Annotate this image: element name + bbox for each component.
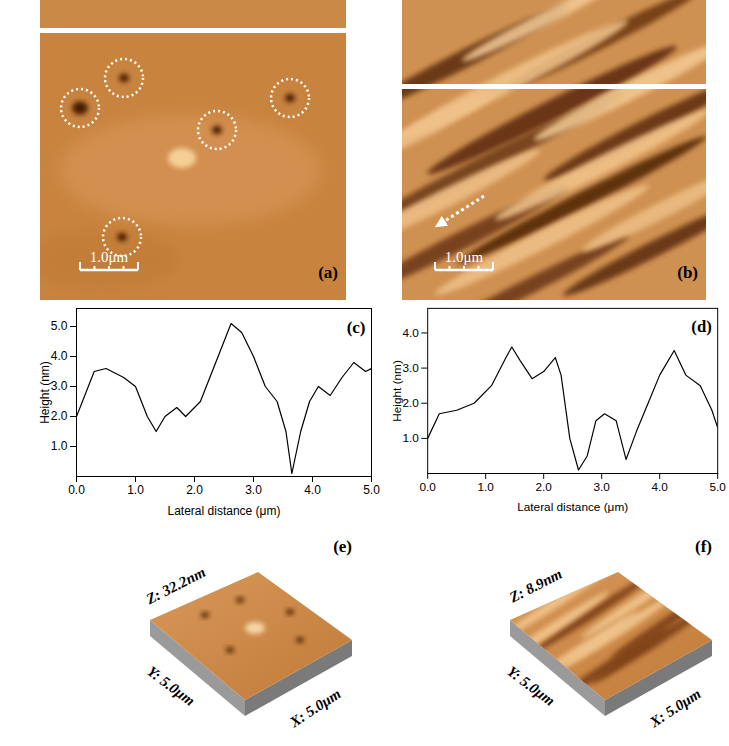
- svg-text:1.0: 1.0: [127, 483, 144, 497]
- svg-text:1.0μm: 1.0μm: [90, 249, 129, 265]
- svg-text:3.0: 3.0: [245, 483, 262, 497]
- svg-text:1.0μm: 1.0μm: [445, 249, 484, 265]
- svg-text:(d): (d): [691, 317, 711, 336]
- svg-text:X: 5.0μm: X: 5.0μm: [286, 685, 344, 730]
- svg-text:Z: 8.9nm: Z: 8.9nm: [506, 565, 565, 606]
- svg-text:4.0: 4.0: [402, 326, 419, 339]
- svg-text:(f): (f): [695, 537, 712, 556]
- svg-text:Height (nm): Height (nm): [38, 361, 52, 424]
- svg-text:0.0: 0.0: [68, 483, 85, 497]
- svg-text:Y: 5.0μm: Y: 5.0μm: [144, 663, 198, 709]
- svg-text:4.0: 4.0: [651, 480, 668, 493]
- svg-text:1.0: 1.0: [477, 480, 494, 493]
- svg-text:2.0: 2.0: [51, 409, 68, 423]
- svg-text:1.0: 1.0: [51, 439, 68, 453]
- svg-text:Z: 32.2nm: Z: 32.2nm: [143, 564, 208, 608]
- svg-text:Lateral distance (μm): Lateral distance (μm): [517, 500, 628, 513]
- svg-text:Lateral distance (μm): Lateral distance (μm): [168, 504, 281, 518]
- svg-text:5.0: 5.0: [51, 319, 68, 333]
- svg-text:2.0: 2.0: [402, 396, 419, 409]
- svg-text:2.0: 2.0: [186, 483, 203, 497]
- svg-text:(e): (e): [333, 537, 352, 556]
- svg-text:3.0: 3.0: [51, 379, 68, 393]
- svg-text:5.0: 5.0: [709, 480, 726, 493]
- svg-text:4.0: 4.0: [51, 349, 68, 363]
- svg-text:(b): (b): [677, 263, 698, 282]
- svg-text:(a): (a): [318, 263, 338, 282]
- svg-text:4.0: 4.0: [304, 483, 321, 497]
- svg-text:1.0: 1.0: [402, 431, 419, 444]
- svg-text:Y: 5.0μm: Y: 5.0μm: [504, 663, 558, 709]
- svg-text:2.0: 2.0: [535, 480, 552, 493]
- svg-text:X: 5.0μm: X: 5.0μm: [646, 685, 704, 730]
- svg-text:0.0: 0.0: [419, 480, 436, 493]
- svg-text:Height (nm): Height (nm): [390, 360, 403, 422]
- svg-text:(c): (c): [347, 318, 366, 337]
- svg-text:5.0: 5.0: [363, 483, 380, 497]
- svg-text:3.0: 3.0: [402, 361, 419, 374]
- svg-text:3.0: 3.0: [593, 480, 610, 493]
